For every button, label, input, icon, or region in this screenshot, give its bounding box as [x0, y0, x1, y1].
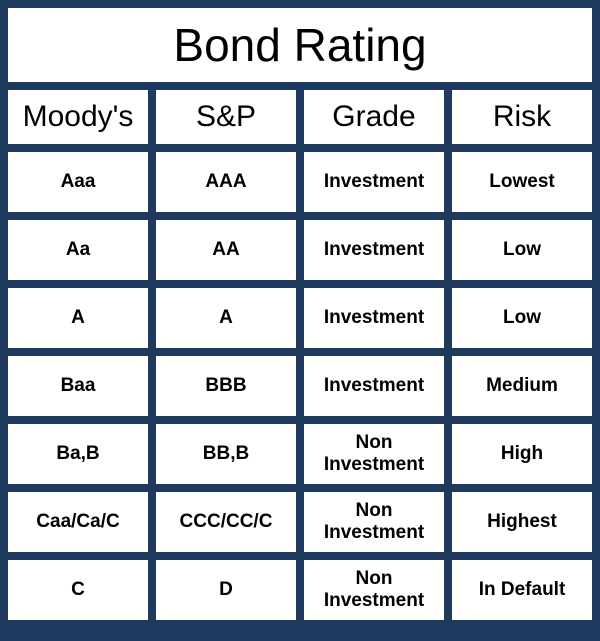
cell-sp: A	[156, 288, 296, 348]
cell-sp: BB,B	[156, 424, 296, 484]
cell-grade: Investment	[304, 152, 444, 212]
header-row: Moody's S&P Grade Risk	[8, 90, 592, 144]
cell-risk: Highest	[452, 492, 592, 552]
cell-risk: High	[452, 424, 592, 484]
data-rows: Aaa AAA Investment Lowest Aa AA Investme…	[8, 152, 592, 620]
header-sp: S&P	[156, 90, 296, 144]
header-risk: Risk	[452, 90, 592, 144]
cell-moodys: Aa	[8, 220, 148, 280]
cell-grade: Non Investment	[304, 492, 444, 552]
page-title: Bond Rating	[8, 18, 592, 72]
cell-grade: Non Investment	[304, 560, 444, 620]
table-row: A A Investment Low	[8, 288, 592, 348]
table-row: Caa/Ca/C CCC/CC/C Non Investment Highest	[8, 492, 592, 552]
cell-moodys: Baa	[8, 356, 148, 416]
cell-risk: Medium	[452, 356, 592, 416]
cell-grade: Investment	[304, 288, 444, 348]
cell-sp: BBB	[156, 356, 296, 416]
table-row: Aa AA Investment Low	[8, 220, 592, 280]
cell-moodys: C	[8, 560, 148, 620]
table-row: Ba,B BB,B Non Investment High	[8, 424, 592, 484]
header-moodys: Moody's	[8, 90, 148, 144]
cell-risk: Low	[452, 288, 592, 348]
cell-grade: Investment	[304, 356, 444, 416]
cell-sp: D	[156, 560, 296, 620]
table-row: C D Non Investment In Default	[8, 560, 592, 620]
cell-moodys: Ba,B	[8, 424, 148, 484]
cell-risk: In Default	[452, 560, 592, 620]
cell-risk: Lowest	[452, 152, 592, 212]
cell-grade: Investment	[304, 220, 444, 280]
cell-sp: AA	[156, 220, 296, 280]
title-box: Bond Rating	[8, 8, 592, 82]
cell-risk: Low	[452, 220, 592, 280]
table-row: Aaa AAA Investment Lowest	[8, 152, 592, 212]
cell-moodys: Aaa	[8, 152, 148, 212]
cell-moodys: Caa/Ca/C	[8, 492, 148, 552]
cell-sp: CCC/CC/C	[156, 492, 296, 552]
cell-grade: Non Investment	[304, 424, 444, 484]
cell-sp: AAA	[156, 152, 296, 212]
cell-moodys: A	[8, 288, 148, 348]
table-row: Baa BBB Investment Medium	[8, 356, 592, 416]
header-grade: Grade	[304, 90, 444, 144]
